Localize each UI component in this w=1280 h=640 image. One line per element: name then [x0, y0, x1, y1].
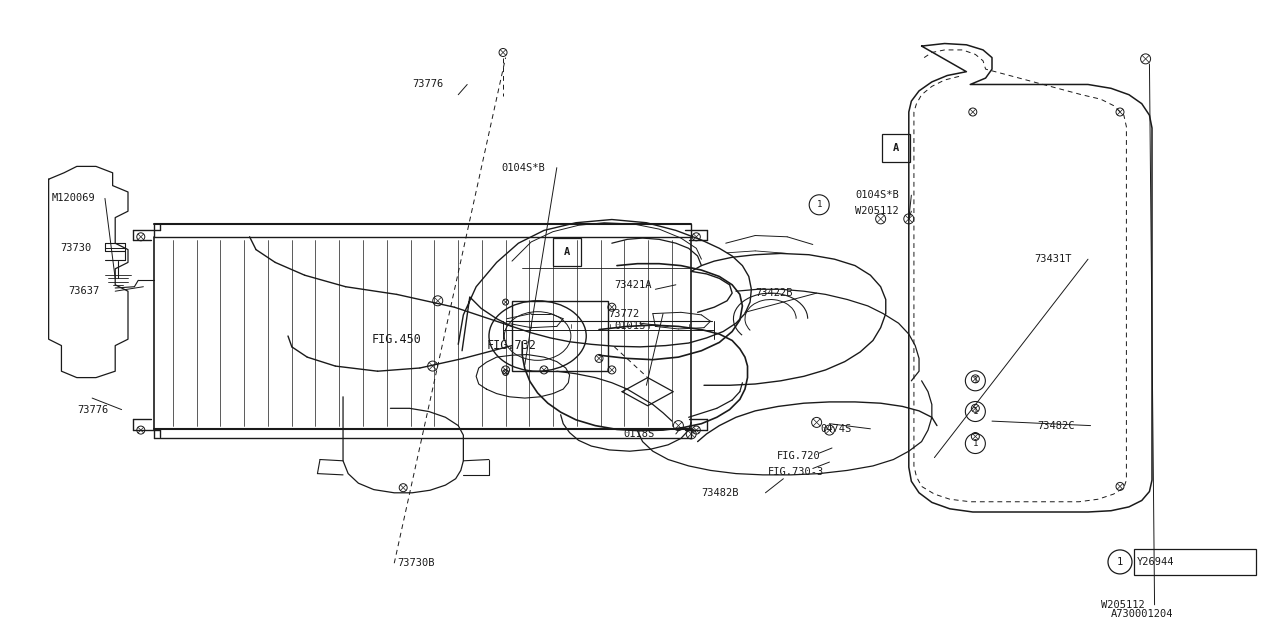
Text: 0104S*B: 0104S*B [855, 190, 899, 200]
Bar [553, 237, 581, 266]
Text: 0101S: 0101S [614, 321, 645, 332]
Text: 1: 1 [1117, 557, 1123, 567]
Text: A: A [564, 246, 570, 257]
Text: M120069: M120069 [51, 193, 95, 204]
Text: 1: 1 [817, 200, 822, 209]
Text: 73431T: 73431T [1034, 254, 1071, 264]
Text: 0104S*B: 0104S*B [502, 163, 545, 173]
Text: 1: 1 [973, 407, 978, 416]
Text: W205112: W205112 [855, 206, 899, 216]
Text: 0474S: 0474S [820, 424, 851, 434]
Bar [1134, 549, 1256, 575]
Text: 73482C: 73482C [1037, 420, 1074, 431]
Text: FIG.732: FIG.732 [486, 339, 536, 352]
Text: 73637: 73637 [68, 286, 99, 296]
Text: A: A [893, 143, 899, 154]
Text: A730001204: A730001204 [1111, 609, 1172, 620]
Text: 1: 1 [973, 439, 978, 448]
Text: W205112: W205112 [1101, 600, 1144, 610]
Text: 73421A: 73421A [614, 280, 652, 290]
Text: 0118S: 0118S [623, 429, 654, 439]
Text: FIG.450: FIG.450 [371, 333, 421, 346]
Bar [882, 134, 910, 163]
Text: Y26944: Y26944 [1137, 557, 1174, 567]
Text: 73422B: 73422B [755, 288, 792, 298]
Text: FIG.720: FIG.720 [777, 451, 820, 461]
Text: 73482B: 73482B [701, 488, 739, 498]
Text: 73776: 73776 [77, 404, 108, 415]
Text: 73730: 73730 [60, 243, 91, 253]
Text: 73772: 73772 [608, 308, 639, 319]
Text: 73730B: 73730B [397, 558, 434, 568]
Text: 73776: 73776 [412, 79, 443, 90]
Text: FIG.730-3: FIG.730-3 [768, 467, 824, 477]
Text: 1: 1 [973, 376, 978, 385]
Bar [512, 301, 608, 371]
